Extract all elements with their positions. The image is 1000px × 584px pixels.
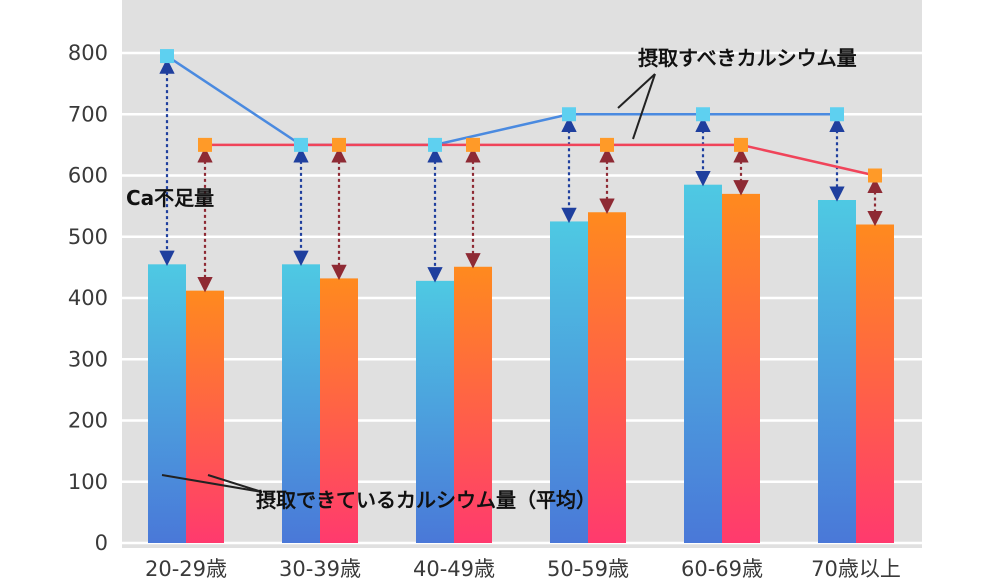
bar-actual-orange <box>588 212 626 543</box>
x-axis-categories: 20-29歳 30-39歳 40-49歳 50-59歳 60-69歳 70歳以上 <box>145 557 901 581</box>
leader-line-3 <box>161 474 263 493</box>
leader-line-2 <box>632 73 656 140</box>
bar-actual-orange <box>856 224 894 543</box>
x-category-label: 40-49歳 <box>413 557 495 580</box>
bar-actual-blue <box>148 264 186 543</box>
bar-actual-blue <box>818 200 856 543</box>
annotation-actual: 摂取できているカルシウム量（平均） <box>161 474 596 512</box>
bar-actual-orange <box>454 266 492 543</box>
y-tick-label: 400 <box>68 286 108 310</box>
annotation-deficit-text: Ca不足量 <box>126 186 214 210</box>
marker-recommended <box>830 107 844 122</box>
marker-orange <box>466 137 480 152</box>
bar-actual-blue <box>684 184 722 543</box>
y-tick-label: 800 <box>68 41 108 65</box>
marker-orange <box>198 137 212 152</box>
y-tick-label: 700 <box>68 102 108 126</box>
y-tick-label: 300 <box>68 347 108 371</box>
y-axis-ticks: 0 100 200 300 400 500 600 700 800 <box>68 41 108 555</box>
annotation-actual-text: 摂取できているカルシウム量（平均） <box>256 488 596 512</box>
y-tick-label: 0 <box>95 531 108 555</box>
leader-line-4 <box>207 474 263 493</box>
marker-recommended <box>696 107 710 122</box>
bar-actual-blue <box>416 280 454 543</box>
gridlines <box>122 51 922 545</box>
annotation-recommended-text: 摂取すべきカルシウム量 <box>638 46 857 70</box>
y-tick-label: 100 <box>68 470 108 494</box>
x-category-label: 50-59歳 <box>547 557 629 580</box>
bar-actual-orange <box>722 193 760 543</box>
bar-actual-orange <box>186 290 224 543</box>
marker-recommended <box>428 137 442 152</box>
y-tick-label: 500 <box>68 225 108 249</box>
marker-recommended <box>160 49 174 64</box>
y-tick-label: 600 <box>68 164 108 188</box>
y-tick-label: 200 <box>68 409 108 433</box>
line-recommended <box>166 55 837 147</box>
leader-line-1 <box>617 73 656 109</box>
annotation-recommended: 摂取すべきカルシウム量 <box>617 46 857 140</box>
bar-actual-orange <box>320 278 358 543</box>
marker-orange <box>332 137 346 152</box>
line-orange <box>205 143 876 177</box>
marker-recommended <box>294 137 308 152</box>
x-category-label: 60-69歳 <box>681 557 763 580</box>
marker-recommended <box>562 107 576 122</box>
x-category-label: 70歳以上 <box>811 557 901 580</box>
bar-actual-blue <box>550 221 588 543</box>
bar-actual-blue <box>282 264 320 543</box>
x-category-label: 30-39歳 <box>279 557 361 580</box>
deficit-arrows <box>159 58 883 293</box>
marker-orange <box>868 168 882 183</box>
line-markers <box>160 49 882 183</box>
bars <box>148 184 894 543</box>
plot-area <box>122 0 922 548</box>
marker-orange <box>600 137 614 152</box>
x-category-label: 20-29歳 <box>145 557 227 580</box>
marker-orange <box>734 137 748 152</box>
lines <box>166 55 876 177</box>
